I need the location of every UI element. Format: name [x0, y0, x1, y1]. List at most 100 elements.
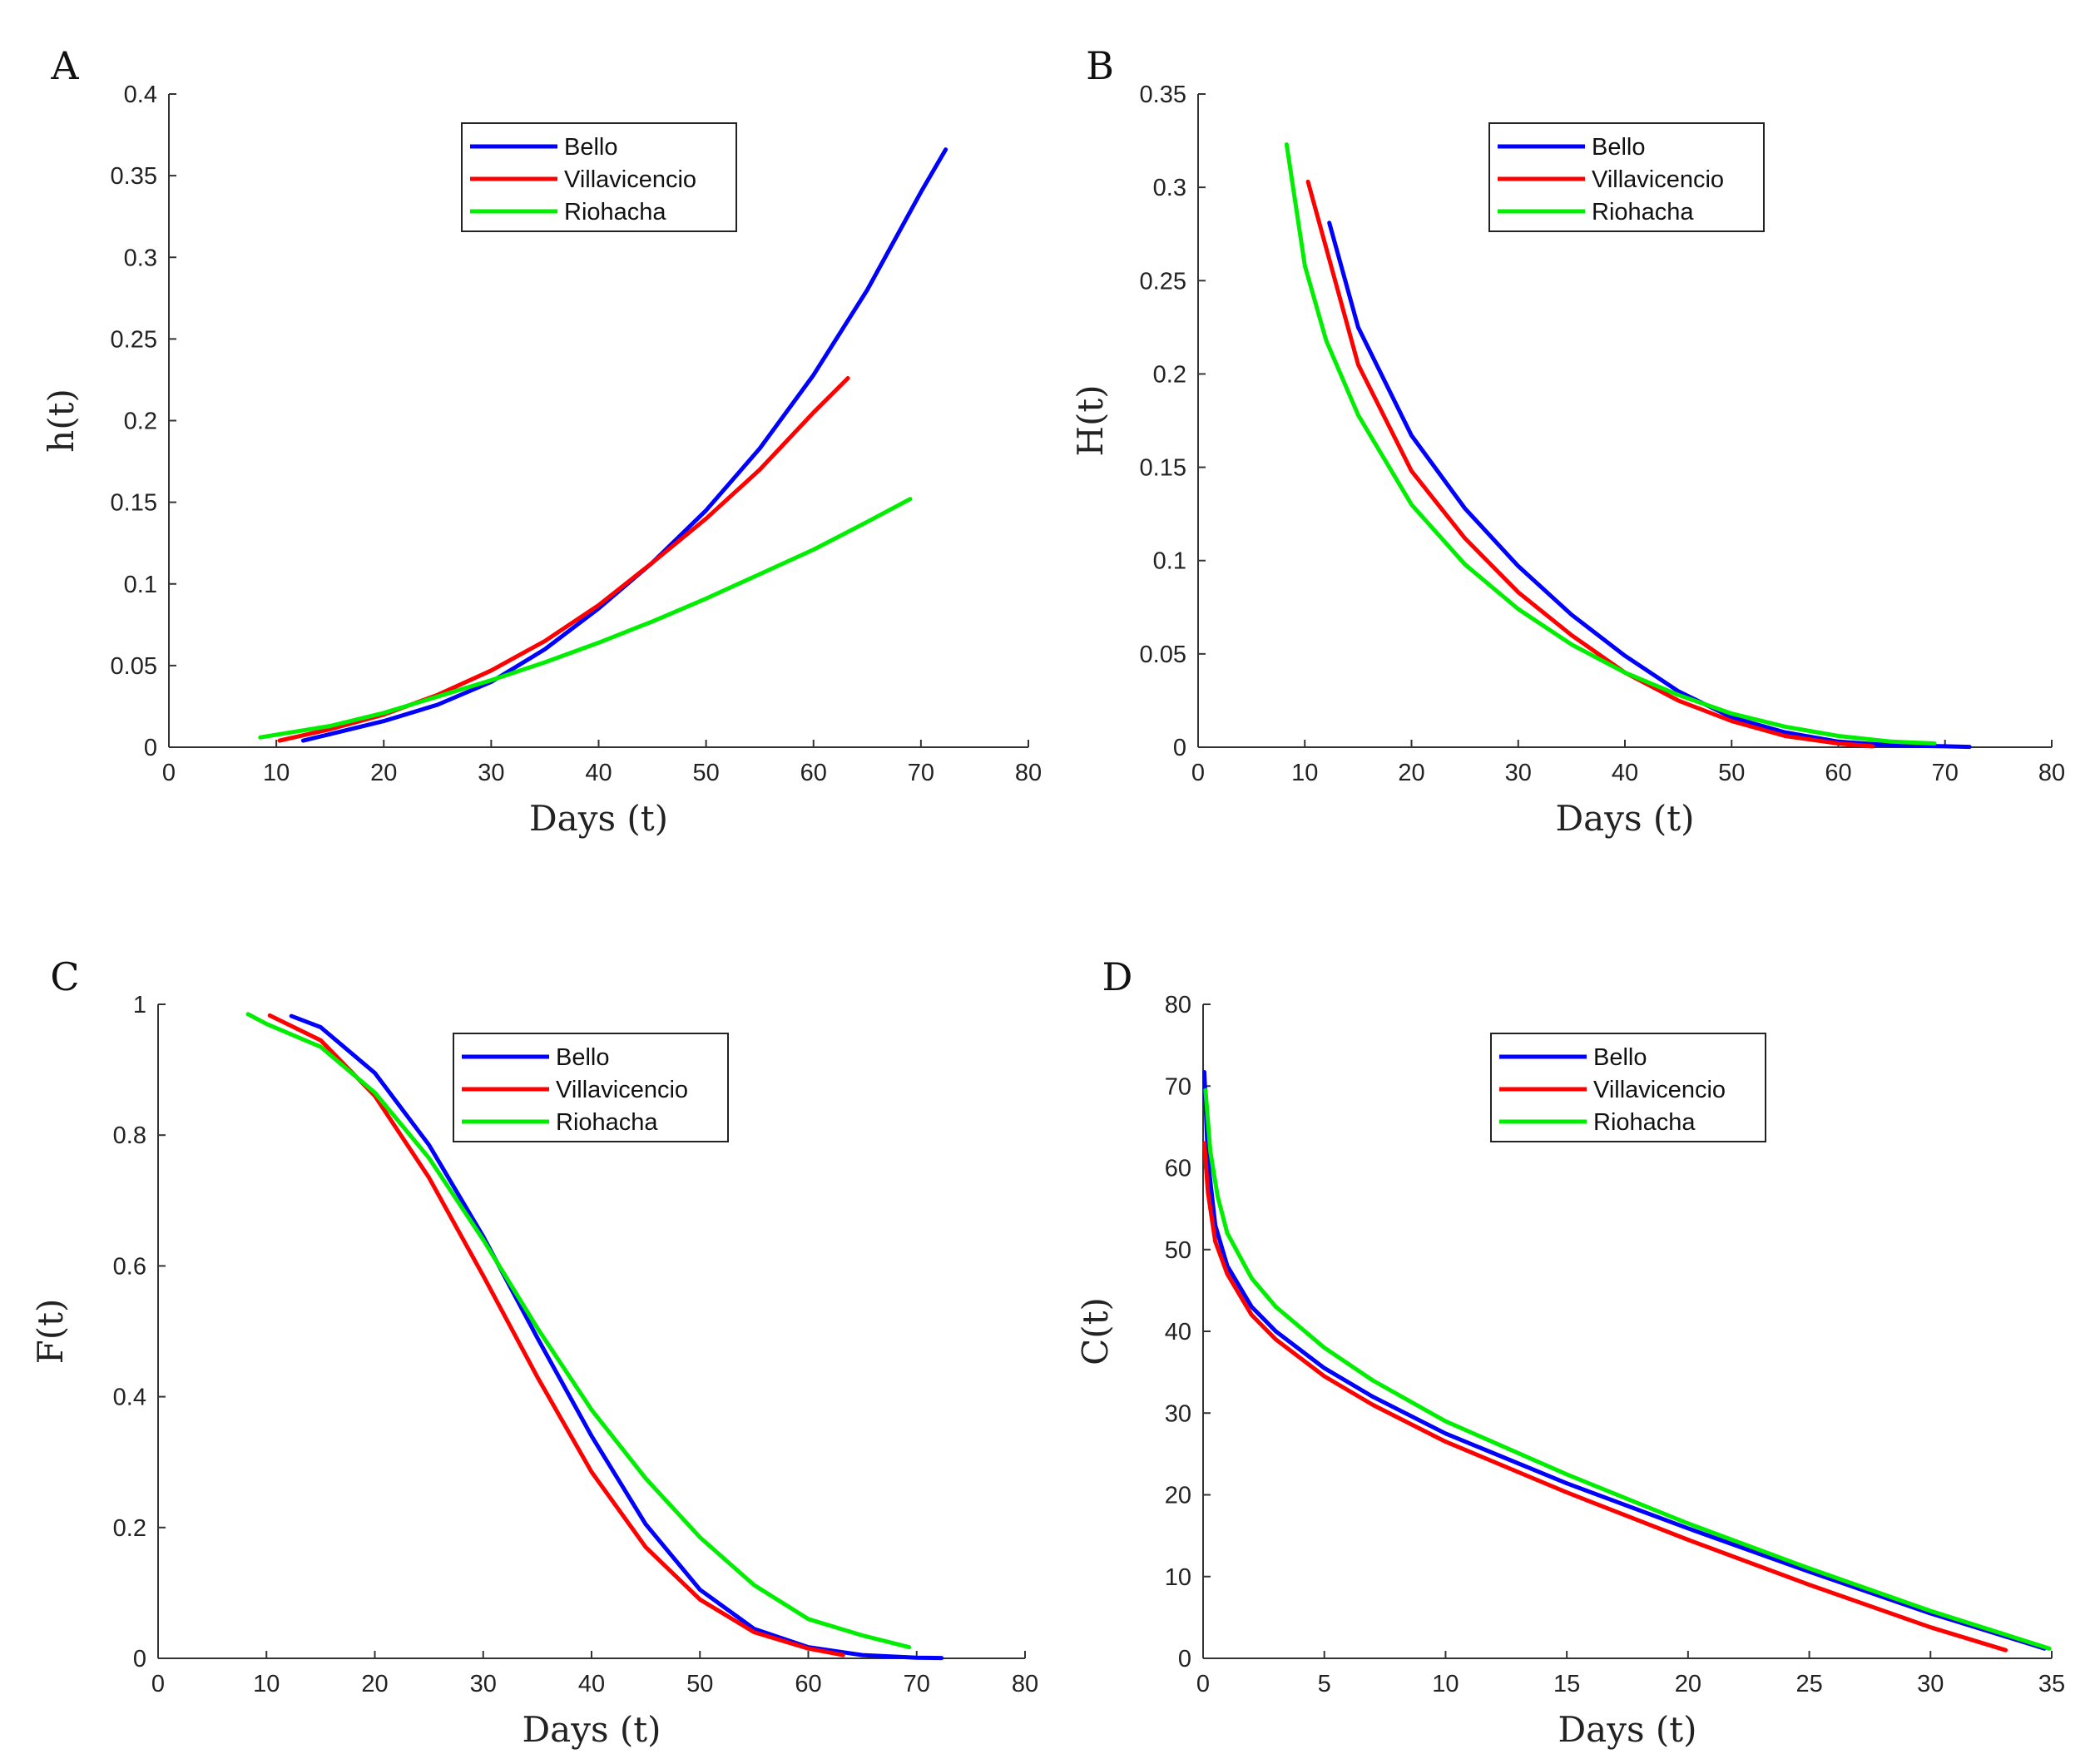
y-tick-label: 0.6 — [113, 1253, 146, 1280]
legend-label-bello: Bello — [556, 1044, 610, 1071]
x-tick-label: 50 — [1718, 760, 1745, 786]
y-tick-label: 0.15 — [1140, 455, 1186, 482]
x-tick-label: 50 — [692, 760, 719, 786]
legend-label-riohacha: Riohacha — [556, 1109, 658, 1136]
y-tick-label: 0.2 — [1153, 361, 1186, 388]
y-tick-label: 0.2 — [124, 409, 157, 435]
y-tick-label: 0.35 — [111, 163, 157, 190]
legend-label-villavicencio: Villavicencio — [556, 1077, 688, 1103]
panel-letter: A — [50, 43, 79, 88]
y-tick-label: 0.05 — [1140, 642, 1186, 668]
x-tick-label: 0 — [1196, 1671, 1210, 1697]
panel-B: 0 10 20 30 40 50 60 70 80 0 0.05 0.1 0.15 0.2 0.25 0.3 0… — [1070, 43, 2065, 839]
y-tick-label: 0.4 — [113, 1385, 146, 1411]
y-axis-label: H(t) — [1070, 384, 1111, 456]
legend: Bello Villavicencio Riohacha — [461, 122, 737, 232]
legend-label-villavicencio: Villavicencio — [564, 166, 696, 193]
x-tick-label: 10 — [253, 1671, 280, 1697]
x-axis-label: Days (t) — [523, 1709, 661, 1750]
x-tick-label: 10 — [1432, 1671, 1459, 1697]
series-line-bello — [1327, 220, 1972, 750]
x-tick-label: 30 — [470, 1671, 497, 1697]
x-axis-label: Days (t) — [529, 798, 668, 839]
x-tick-label: 0 — [151, 1671, 165, 1697]
legend: Bello Villavicencio Riohacha — [1488, 122, 1765, 232]
legend-label-riohacha: Riohacha — [1593, 1109, 1696, 1136]
y-tick-label: 10 — [1165, 1564, 1191, 1591]
x-tick-label: 35 — [2038, 1671, 2065, 1697]
panel-D: 0 5 10 15 20 25 30 35 0 10 20 30 40 50 60 70 80 Days (t) C… — [1075, 954, 2065, 1750]
y-tick-label: 30 — [1165, 1400, 1191, 1427]
series-line-villavicencio — [1202, 1141, 2008, 1653]
series-line-riohacha — [245, 1012, 912, 1650]
series-line-villavicencio — [277, 376, 850, 743]
y-tick-label: 1 — [133, 992, 146, 1018]
y-tick-label: 0.25 — [1140, 268, 1186, 295]
x-tick-label: 25 — [1795, 1671, 1822, 1697]
x-tick-label: 70 — [908, 760, 934, 786]
x-tick-label: 60 — [795, 1671, 821, 1697]
x-tick-label: 60 — [800, 760, 827, 786]
series-line-bello — [1202, 1070, 2047, 1651]
y-tick-label: 0.25 — [111, 326, 157, 353]
x-tick-label: 50 — [686, 1671, 713, 1697]
x-tick-label: 20 — [1398, 760, 1424, 786]
x-tick-label: 10 — [263, 760, 290, 786]
series-line-riohacha — [258, 497, 913, 740]
legend-label-bello: Bello — [564, 134, 618, 161]
y-axis-label: C(t) — [1075, 1297, 1116, 1365]
y-tick-label: 0.4 — [124, 82, 157, 108]
panel-C: 0 10 20 30 40 50 60 70 80 0 0.2 0.4 0.6 0.8 1 Days (t) F… — [30, 954, 1038, 1750]
y-tick-label: 0.35 — [1140, 82, 1186, 108]
panel-letter: B — [1086, 43, 1114, 88]
y-tick-label: 70 — [1165, 1073, 1191, 1100]
panel-A: 0 10 20 30 40 50 60 70 80 0 0.05 0.1 0.15 0.2 0.25 0.3 0… — [41, 43, 1042, 839]
y-axis-label: F(t) — [30, 1299, 71, 1365]
y-tick-label: 40 — [1165, 1319, 1191, 1345]
series-line-riohacha — [1284, 142, 1937, 746]
x-axis-label: Days (t) — [1558, 1709, 1697, 1750]
x-axis-label: Days (t) — [1556, 798, 1695, 839]
y-tick-label: 0.3 — [124, 245, 157, 271]
x-tick-label: 30 — [1917, 1671, 1944, 1697]
x-tick-label: 80 — [1012, 1671, 1038, 1697]
legend-label-bello: Bello — [1593, 1044, 1647, 1071]
y-tick-label: 0 — [144, 735, 157, 761]
y-tick-label: 0.8 — [113, 1122, 146, 1149]
y-tick-label: 0.15 — [111, 490, 157, 517]
y-tick-label: 20 — [1165, 1483, 1191, 1509]
x-tick-label: 30 — [1505, 760, 1532, 786]
legend: Bello Villavicencio Riohacha — [1490, 1033, 1766, 1142]
series-line-villavicencio — [1305, 179, 1875, 749]
x-tick-label: 40 — [578, 1671, 605, 1697]
x-tick-label: 60 — [1825, 760, 1851, 786]
series-line-bello — [289, 1013, 944, 1661]
x-tick-label: 70 — [1932, 760, 1959, 786]
legend-label-villavicencio: Villavicencio — [1593, 1077, 1726, 1103]
y-tick-label: 80 — [1165, 992, 1191, 1018]
y-tick-label: 60 — [1165, 1156, 1191, 1182]
x-tick-label: 5 — [1318, 1671, 1331, 1697]
x-tick-label: 0 — [162, 760, 176, 786]
panel-letter: D — [1102, 954, 1133, 999]
legend-label-riohacha: Riohacha — [564, 199, 666, 225]
y-tick-label: 0.1 — [1153, 548, 1186, 575]
y-tick-label: 50 — [1165, 1237, 1191, 1264]
y-tick-label: 0.3 — [1153, 175, 1186, 201]
y-tick-label: 0 — [1178, 1646, 1191, 1672]
x-tick-label: 10 — [1291, 760, 1318, 786]
x-tick-label: 20 — [1675, 1671, 1701, 1697]
legend-label-villavicencio: Villavicencio — [1592, 166, 1724, 193]
x-tick-label: 80 — [1015, 760, 1042, 786]
y-tick-label: 0.1 — [124, 572, 157, 598]
x-tick-label: 0 — [1191, 760, 1205, 786]
y-axis-label: h(t) — [41, 389, 82, 453]
series-line-riohacha — [1203, 1088, 2052, 1651]
x-tick-label: 20 — [370, 760, 397, 786]
x-tick-label: 30 — [478, 760, 504, 786]
y-tick-label: 0.2 — [113, 1515, 146, 1542]
panel-letter: C — [50, 954, 79, 999]
x-tick-label: 15 — [1553, 1671, 1580, 1697]
x-tick-label: 20 — [361, 1671, 388, 1697]
